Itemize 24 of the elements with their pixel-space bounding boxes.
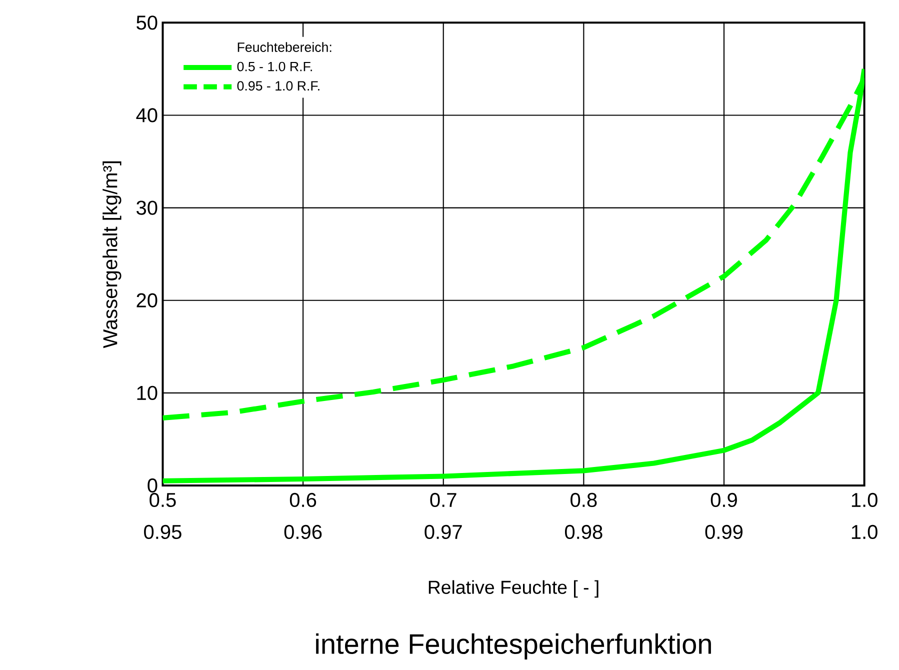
y-tick-label: 40 [136, 108, 158, 123]
x2-tick-label: 0.99 [705, 525, 743, 540]
x-tick-label: 0.9 [710, 493, 737, 508]
x2-tick-label: 1.0 [852, 525, 878, 540]
y-tick-label: 10 [137, 386, 158, 400]
text: interne Feuchtespeicherfunktion [316, 634, 711, 660]
x-tick-label: 0.5 [150, 493, 176, 508]
x-tick-label: 0.7 [430, 493, 456, 508]
y-tick-label: 30 [136, 200, 158, 216]
x-tick-label: 0.6 [290, 493, 316, 508]
legend-label: 0.5 - 1.0 R.F. [237, 62, 312, 72]
y-tick-label: 0 [148, 478, 158, 493]
x-tick-label: 1.0 [852, 493, 878, 508]
x2-tick-label: 0.98 [564, 525, 602, 540]
x2-tick-label: 0.96 [284, 525, 322, 540]
legend-title: Feuchtebereich: [238, 42, 332, 52]
y-tick-label: 20 [136, 293, 158, 308]
x-axis-title: Relative Feuchte [ - ] [428, 580, 598, 598]
legend-label: 0.95 - 1.0 R.F. [237, 81, 320, 91]
y-tick-label: 50 [136, 16, 158, 30]
y-axis-title: Wassergehalt [kg/m³] [102, 162, 122, 348]
x-tick-label: 0.8 [570, 493, 597, 508]
x2-tick-label: 0.95 [144, 525, 182, 540]
x2-tick-label: 0.97 [424, 525, 462, 540]
